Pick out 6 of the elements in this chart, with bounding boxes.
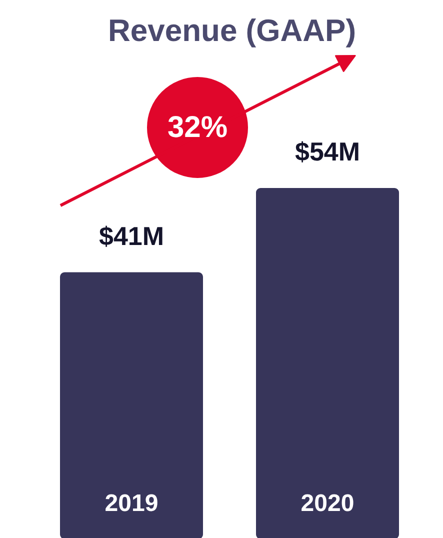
data-label: $41M — [98, 220, 164, 251]
data-label: $54M — [294, 136, 360, 166]
text: 32% — [167, 111, 228, 144]
chart-title: Revenue (GAAP) — [108, 13, 356, 48]
x-tick-label: 2020 — [300, 490, 354, 517]
x-tick-label: 2019 — [104, 490, 158, 517]
